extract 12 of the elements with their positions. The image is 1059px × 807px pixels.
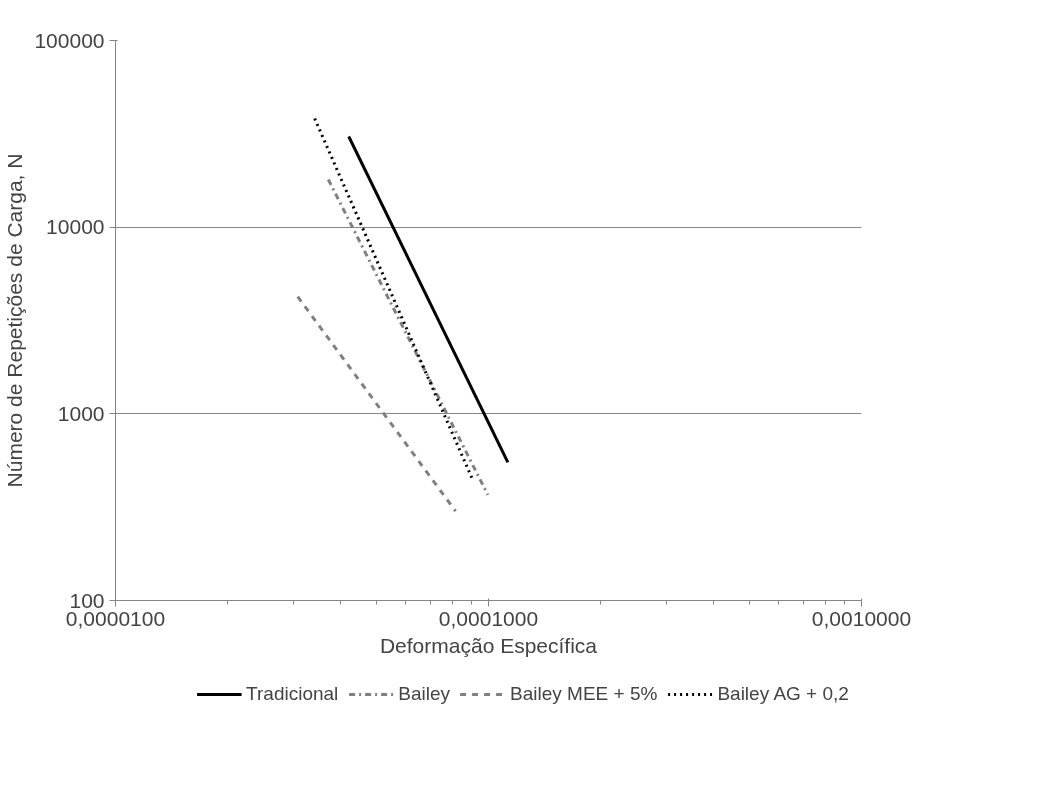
y-tick-label: 100 — [69, 588, 105, 612]
y-tick-label: 100000 — [34, 28, 105, 52]
x-axis-title: Deformação Específica — [379, 633, 598, 657]
legend-label: Bailey MEE + 5% — [510, 683, 658, 705]
y-tick-label: 1000 — [57, 401, 105, 425]
legend-label: Bailey AG + 0,2 — [717, 683, 849, 705]
y-tick-label: 10000 — [46, 215, 105, 239]
legend-label: Bailey — [398, 683, 451, 705]
y-axis-title: Número de Repetições de Carga, N — [3, 153, 27, 488]
x-tick-label: 0,0010000 — [811, 606, 912, 630]
x-tick-label: 0,0001000 — [438, 606, 539, 630]
legend-label: Tradicional — [246, 683, 339, 705]
